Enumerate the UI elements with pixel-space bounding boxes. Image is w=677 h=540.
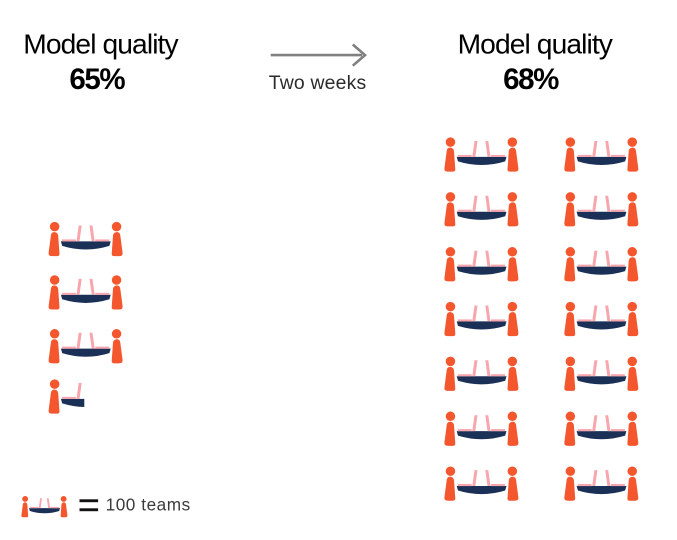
svg-text:Model quality: Model quality bbox=[458, 28, 614, 60]
svg-text:68%: 68% bbox=[503, 63, 559, 96]
svg-text:100 teams: 100 teams bbox=[106, 494, 191, 514]
svg-text:Two weeks: Two weeks bbox=[269, 72, 367, 94]
svg-text:65%: 65% bbox=[69, 63, 125, 96]
svg-text:Model quality: Model quality bbox=[23, 28, 179, 60]
